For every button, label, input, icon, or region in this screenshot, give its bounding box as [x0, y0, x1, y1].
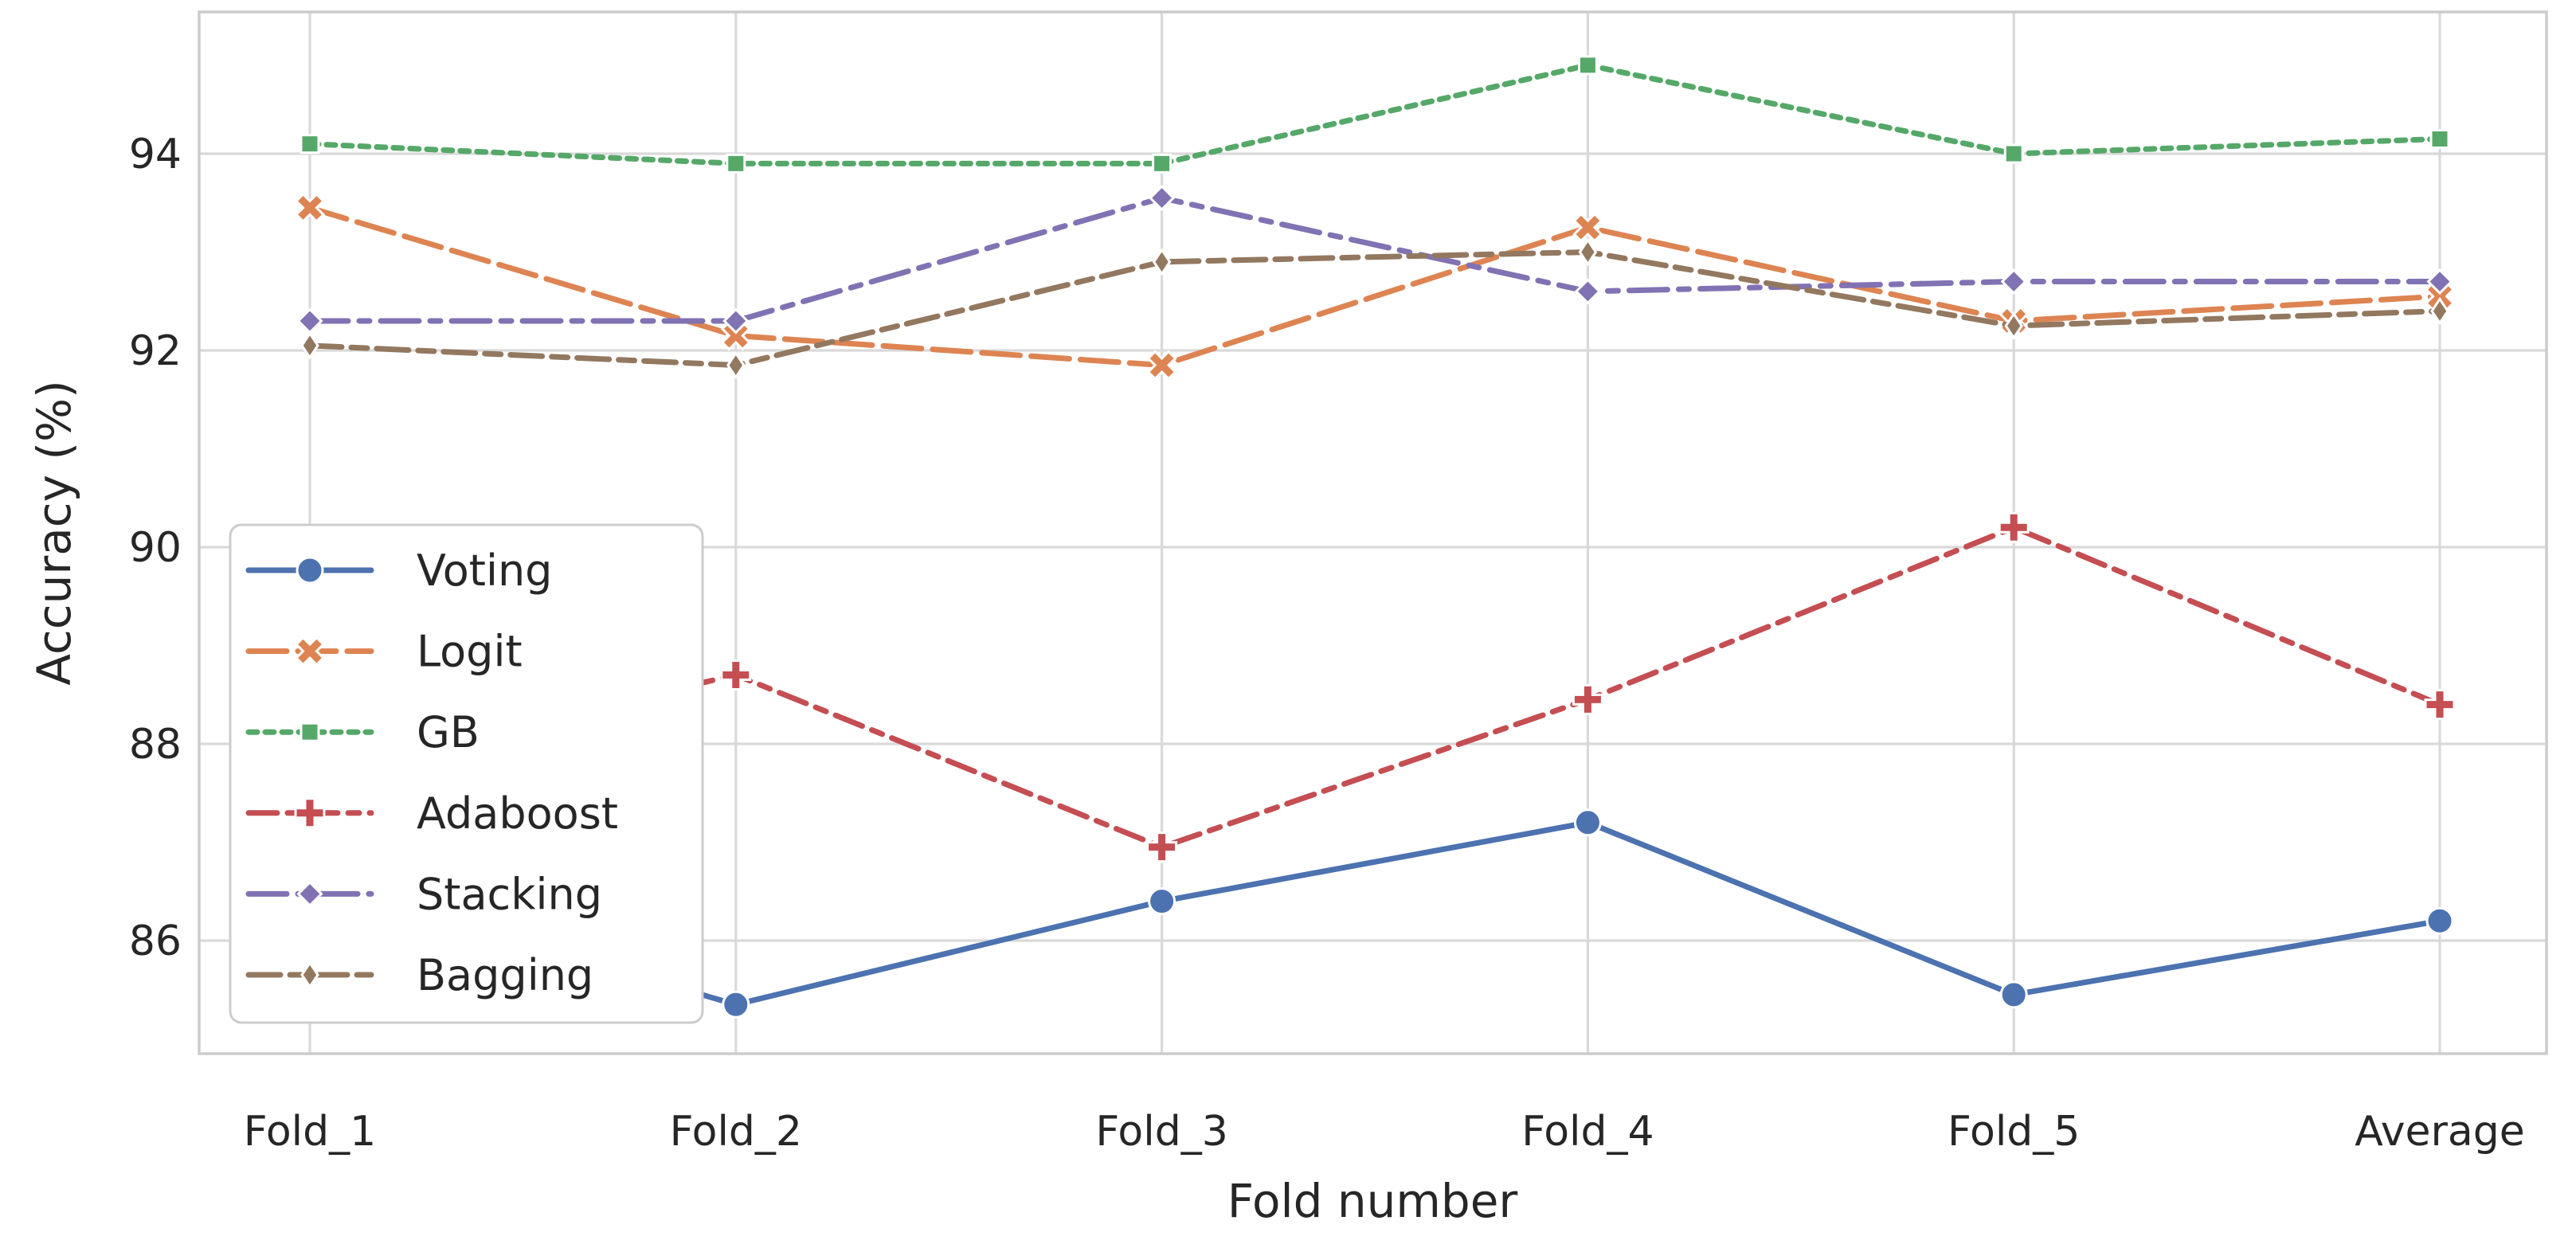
legend-label-voting: Voting	[417, 546, 552, 596]
legend-label-gb: GB	[417, 707, 480, 757]
marker-gb-Average	[2429, 128, 2450, 149]
legend-label-stacking: Stacking	[417, 869, 602, 919]
y-tick-label-90: 90	[129, 524, 182, 572]
legend-item-logit: Logit	[245, 627, 523, 677]
tick-labels: 86 88 90 92 94 Fold_1 Fold_2 Fold_3 Fold_4 Fold_5…	[129, 131, 2525, 1156]
marker-adaboost-Fold_3	[1146, 831, 1178, 863]
series-stacking	[296, 184, 2453, 334]
legend-label-bagging: Bagging	[417, 950, 593, 1000]
marker-voting-Average	[2425, 906, 2454, 935]
marker-stacking-Fold_5	[2000, 268, 2027, 295]
y-tick-label-88: 88	[129, 721, 182, 769]
legend-item-adaboost: Adaboost	[245, 788, 618, 839]
marker-voting-Fold_3	[1148, 887, 1176, 916]
series-gb	[299, 55, 2450, 174]
marker-adaboost-Fold_5	[1998, 511, 2030, 543]
legend-label-logit: Logit	[417, 627, 523, 677]
marker-stacking-Fold_2	[722, 307, 750, 334]
series-logit	[294, 192, 2456, 381]
marker-adaboost-Fold_4	[1572, 683, 1603, 715]
plot-border	[198, 10, 2548, 1055]
x-tick-label-Average: Average	[2355, 1108, 2525, 1156]
x-tick-label-Fold_3: Fold_3	[1095, 1108, 1227, 1156]
marker-stacking-Fold_4	[1574, 278, 1602, 305]
marker-adaboost-Fold_2	[720, 659, 752, 691]
marker-stacking-Average	[2426, 268, 2453, 295]
x-tick-label-Fold_5: Fold_5	[1948, 1108, 2080, 1156]
marker-gb-Fold_1	[299, 134, 320, 155]
marker-logit-Fold_1	[294, 192, 326, 224]
marker-voting-Fold_4	[1573, 808, 1602, 837]
series-line-gb	[307, 62, 2443, 166]
legend-item-gb: GB	[245, 707, 480, 757]
series-bagging	[300, 237, 2449, 380]
marker-bagging-Average	[2430, 296, 2449, 326]
marker-bagging-Fold_4	[1578, 237, 1598, 267]
legend-marker-adaboost	[294, 797, 326, 829]
legend-item-bagging: Bagging	[245, 950, 593, 1000]
marker-voting-Fold_2	[722, 990, 750, 1019]
legend-marker-gb	[299, 722, 320, 742]
x-tick-label-Fold_2: Fold_2	[670, 1108, 802, 1156]
x-tick-label-Fold_4: Fold_4	[1521, 1108, 1654, 1156]
y-tick-label-94: 94	[129, 131, 182, 178]
legend-marker-voting	[296, 556, 324, 585]
legend-item-voting: Voting	[245, 546, 552, 596]
y-tick-label-92: 92	[129, 327, 182, 375]
marker-voting-Fold_5	[1999, 980, 2028, 1009]
marker-gb-Fold_2	[726, 153, 746, 174]
legend-marker-bagging	[300, 960, 319, 989]
y-tick-label-86: 86	[129, 917, 182, 965]
series-line-bagging	[307, 248, 2443, 369]
legend-item-stacking: Stacking	[245, 869, 602, 919]
marker-bagging-Fold_3	[1152, 248, 1172, 276]
marker-logit-Fold_4	[1572, 212, 1603, 243]
marker-logit-Fold_3	[1146, 350, 1177, 381]
marker-bagging-Fold_5	[2004, 311, 2024, 340]
legend-marker-stacking	[296, 880, 323, 908]
series-line-stacking	[307, 194, 2443, 324]
legend: Voting Logit GB Adaboost Stacking Bagging	[229, 523, 704, 1024]
x-axis-label: Fold number	[1227, 1174, 1518, 1228]
marker-gb-Fold_5	[2003, 143, 2024, 164]
marker-adaboost-Average	[2424, 689, 2456, 721]
marker-gb-Fold_3	[1152, 153, 1173, 174]
series-line-logit	[307, 205, 2443, 369]
y-axis-label: Accuracy (%)	[27, 380, 81, 686]
marker-gb-Fold_4	[1577, 55, 1598, 76]
marker-bagging-Fold_1	[300, 331, 319, 360]
x-tick-label-Fold_1: Fold_1	[244, 1108, 376, 1156]
legend-label-adaboost: Adaboost	[417, 788, 618, 839]
legend-marker-logit	[294, 636, 326, 667]
marker-stacking-Fold_3	[1148, 184, 1176, 212]
legend-box	[229, 523, 704, 1024]
marker-bagging-Fold_2	[726, 350, 746, 380]
